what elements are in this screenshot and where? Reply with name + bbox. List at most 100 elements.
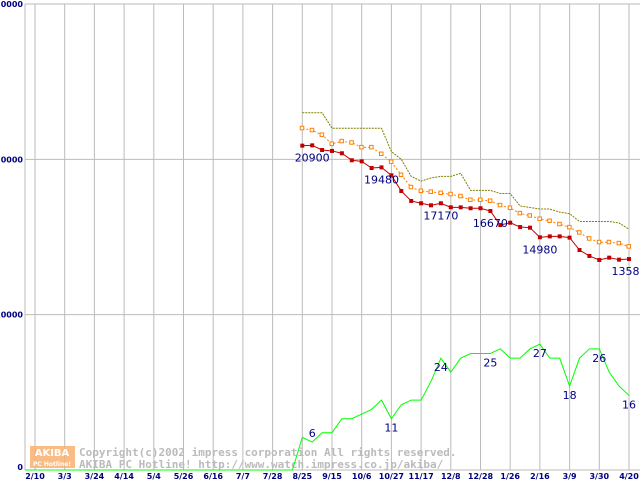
- data-point: [429, 203, 433, 208]
- data-point: [369, 166, 374, 171]
- x-tick-label: 10/27: [379, 472, 404, 480]
- x-tick-label: 3/9: [563, 472, 577, 480]
- data-point: [478, 197, 483, 203]
- data-point: [418, 188, 424, 194]
- y-axis-ticks: 0 10000 20000 30000: [0, 0, 23, 472]
- y-tick-label: 0: [17, 463, 23, 472]
- x-tick-label: 12/28: [468, 472, 494, 480]
- data-point: [428, 189, 433, 194]
- data-point: [607, 255, 612, 260]
- series-min: [300, 143, 631, 262]
- data-point: [379, 151, 384, 157]
- x-tick-label: 1/26: [500, 472, 520, 480]
- data-label: 27: [533, 347, 547, 360]
- data-point: [330, 148, 334, 153]
- data-point: [497, 202, 503, 208]
- data-point: [528, 225, 532, 230]
- data-label: 16: [622, 398, 636, 411]
- data-point: [567, 235, 572, 240]
- data-point: [537, 216, 542, 221]
- data-label: 24: [434, 361, 448, 374]
- x-tick-label: 11/17: [409, 472, 434, 480]
- data-point: [557, 221, 562, 227]
- data-point: [359, 144, 364, 150]
- data-point: [438, 201, 443, 206]
- data-labels: 20900 19480 17170 16670 14980 13580 6 11 24 25 27 1…: [295, 151, 640, 440]
- data-point: [468, 197, 473, 203]
- series-line: [302, 112, 630, 230]
- data-point: [487, 198, 493, 203]
- data-point: [557, 234, 562, 239]
- x-tick-label: 2/16: [530, 472, 550, 480]
- data-point: [419, 201, 424, 206]
- x-tick-label: 3/30: [589, 472, 609, 480]
- x-tick-label: 6/16: [203, 472, 223, 480]
- data-point: [448, 205, 453, 210]
- watermark-copyright: Copyright(c)2002 impress corporation All…: [79, 446, 457, 459]
- data-point: [468, 206, 473, 211]
- watermark-logo: [30, 446, 75, 468]
- data-point: [458, 193, 463, 199]
- data-point: [300, 143, 305, 148]
- x-tick-label: 10/6: [352, 472, 372, 480]
- x-tick-label: 4/20: [619, 472, 639, 480]
- y-tick-label: 30000: [0, 0, 23, 9]
- data-point: [478, 206, 483, 211]
- data-label: 17170: [423, 209, 458, 222]
- data-point: [299, 125, 305, 131]
- data-point: [309, 127, 315, 133]
- data-point: [606, 239, 612, 245]
- data-point: [349, 158, 354, 163]
- series-shop-count: [25, 343, 630, 471]
- data-point: [518, 225, 523, 230]
- data-label: 25: [483, 357, 497, 370]
- data-label: 13580: [612, 265, 640, 278]
- x-tick-label: 4/14: [114, 472, 134, 480]
- data-point: [398, 172, 404, 178]
- x-tick-label: 2/10: [25, 472, 45, 480]
- data-point: [438, 190, 443, 196]
- data-point: [626, 244, 631, 249]
- x-tick-label: 7/28: [263, 472, 283, 480]
- x-tick-label: 9/15: [322, 472, 342, 480]
- data-point: [388, 159, 394, 164]
- data-point: [577, 248, 582, 253]
- data-point: [389, 173, 394, 178]
- data-point: [537, 235, 542, 240]
- data-label: 18: [563, 389, 577, 402]
- watermark: AKIBA PC Hotline! Copyright(c)2002 impre…: [30, 446, 457, 471]
- x-tick-label: 3/3: [58, 472, 72, 480]
- x-tick-label: 5/26: [174, 472, 194, 480]
- y-tick-label: 10000: [0, 311, 23, 320]
- data-point: [617, 257, 622, 262]
- series-max: [302, 112, 630, 230]
- data-point: [547, 234, 552, 239]
- series-line: [25, 343, 630, 471]
- data-point: [319, 132, 325, 137]
- x-tick-label: 3/24: [85, 472, 105, 480]
- x-tick-label: 5/4: [147, 472, 161, 480]
- data-point: [586, 236, 592, 241]
- data-point: [349, 140, 354, 145]
- data-label: 16670: [473, 217, 508, 230]
- data-point: [448, 191, 453, 197]
- x-tick-label: 8/25: [292, 472, 312, 480]
- data-point: [597, 257, 602, 262]
- data-point: [498, 223, 503, 228]
- data-point: [507, 205, 513, 210]
- data-label: 19480: [364, 173, 399, 186]
- data-label: 6: [309, 427, 316, 440]
- data-point: [359, 159, 364, 164]
- data-label: 20900: [295, 151, 330, 164]
- grid: [24, 3, 640, 471]
- x-tick-label: 7/7: [236, 472, 250, 480]
- data-point: [527, 213, 532, 218]
- data-point: [517, 210, 523, 216]
- data-point: [596, 239, 602, 245]
- data-point: [408, 184, 414, 190]
- x-axis-ticks: 2/10 3/3 3/24 4/14 5/4 5/26 6/16 7/7 7/28 8/25 9/1…: [25, 472, 639, 480]
- data-point: [508, 220, 513, 225]
- data-point: [339, 151, 344, 156]
- data-point: [409, 198, 414, 203]
